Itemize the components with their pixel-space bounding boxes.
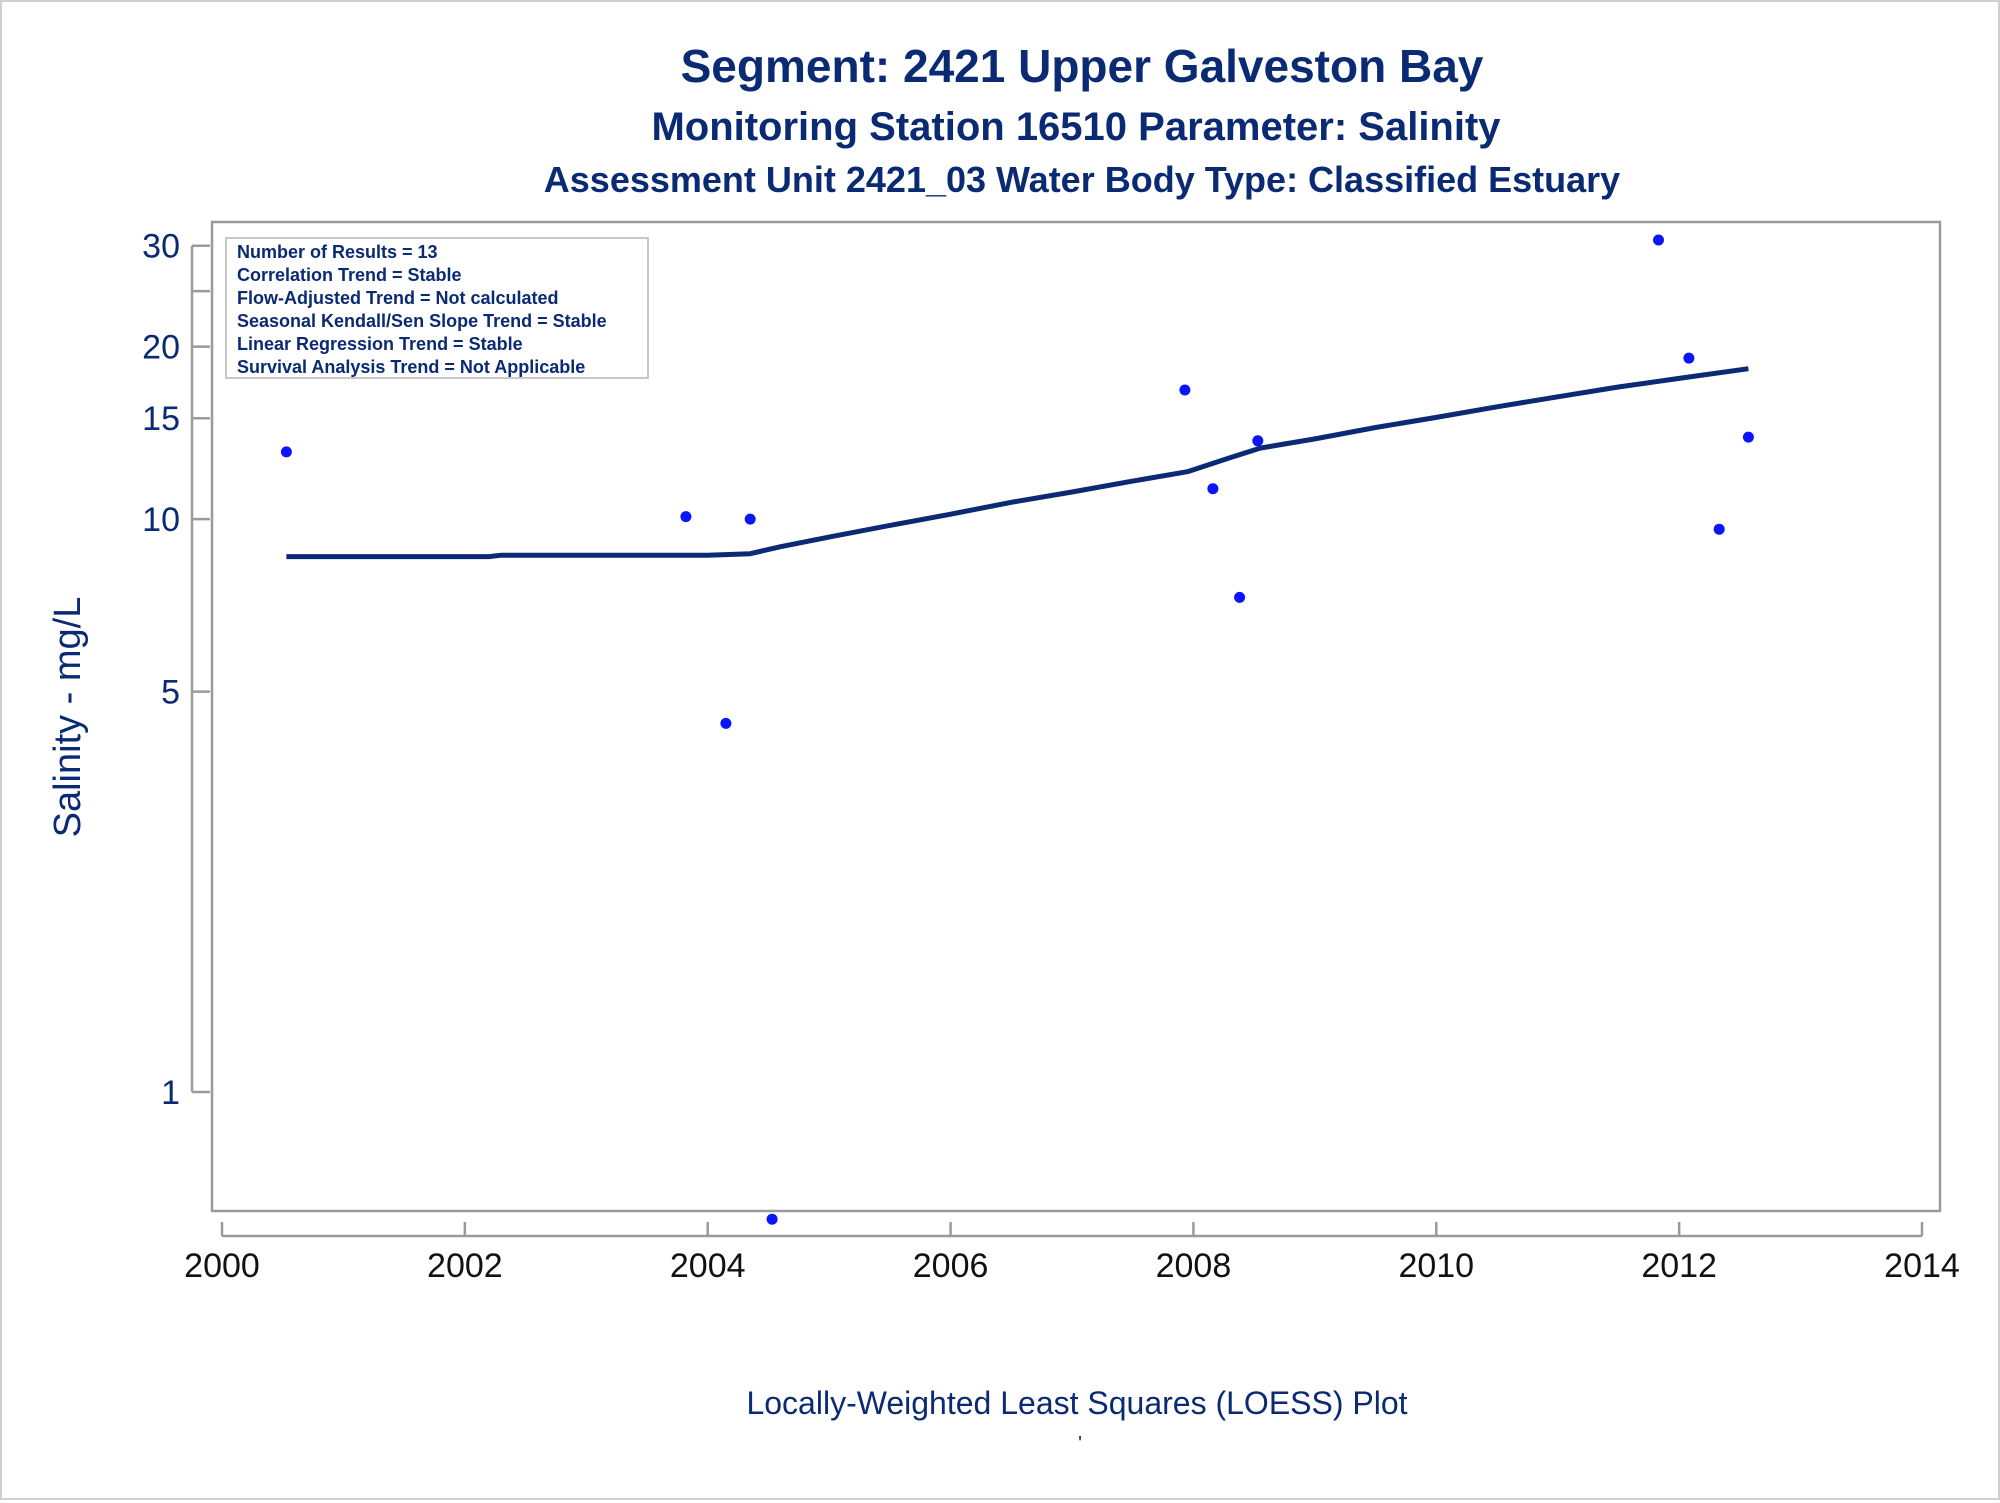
data-point — [1713, 523, 1725, 535]
data-point — [1234, 591, 1246, 603]
chart-subtitle-station: Monitoring Station 16510 Parameter: Sali… — [651, 105, 1501, 149]
y-tick-label: 1 — [161, 1074, 180, 1112]
x-tick-label: 2010 — [1398, 1247, 1474, 1285]
data-point — [1742, 431, 1754, 443]
chart-title: Segment: 2421 Upper Galveston Bay — [681, 40, 1484, 92]
data-point — [720, 717, 732, 729]
data-point — [1683, 352, 1695, 364]
data-point — [680, 511, 692, 523]
y-tick-label: 15 — [142, 400, 180, 438]
stats-line-flow-adjusted: Flow-Adjusted Trend = Not calculated — [237, 288, 559, 308]
stats-line-results: Number of Results = 13 — [237, 242, 438, 262]
stats-box: Number of Results = 13 Correlation Trend… — [225, 237, 649, 379]
series-layer — [280, 234, 1754, 1225]
data-point — [1179, 384, 1191, 396]
x-tick-label: 2000 — [184, 1247, 260, 1285]
stats-line-seasonal-kendall: Seasonal Kendall/Sen Slope Trend = Stabl… — [237, 311, 607, 331]
x-tick-label: 2008 — [1156, 1247, 1232, 1285]
data-point — [1207, 483, 1219, 495]
y-tick-label: 20 — [142, 329, 180, 367]
stats-line-correlation: Correlation Trend = Stable — [237, 265, 462, 285]
stats-line-survival: Survival Analysis Trend = Not Applicable — [237, 357, 585, 377]
data-point — [280, 446, 292, 458]
chart-subtitle-assessment: Assessment Unit 2421_03 Water Body Type:… — [544, 159, 1620, 200]
x-tick-label: 2014 — [1884, 1247, 1960, 1285]
y-tick-label: 30 — [142, 228, 180, 266]
data-point — [744, 513, 756, 525]
x-axis: 2000 2002 2004 2006 2008 2010 2012 2014 — [184, 1222, 1960, 1285]
y-axis-label: Salinity - mg/L — [47, 597, 89, 838]
x-tick-label: 2004 — [670, 1247, 746, 1285]
y-tick-label: 5 — [161, 674, 180, 712]
x-tick-label: 2012 — [1641, 1247, 1717, 1285]
data-point — [1653, 234, 1664, 246]
x-tick-label: 2002 — [427, 1247, 503, 1285]
y-tick-label: 10 — [142, 501, 180, 539]
footnote-tick-mark: ' — [1078, 1433, 1082, 1455]
plot-area — [210, 220, 1942, 1213]
x-tick-label: 2006 — [913, 1247, 989, 1285]
data-point — [1252, 435, 1264, 447]
data-point — [766, 1213, 778, 1225]
stats-line-linear-regression: Linear Regression Trend = Stable — [237, 334, 523, 354]
footnote: Locally-Weighted Least Squares (LOESS) P… — [746, 1385, 1407, 1421]
loess-trend-line — [286, 366, 1749, 560]
stats-box-border — [225, 237, 649, 379]
